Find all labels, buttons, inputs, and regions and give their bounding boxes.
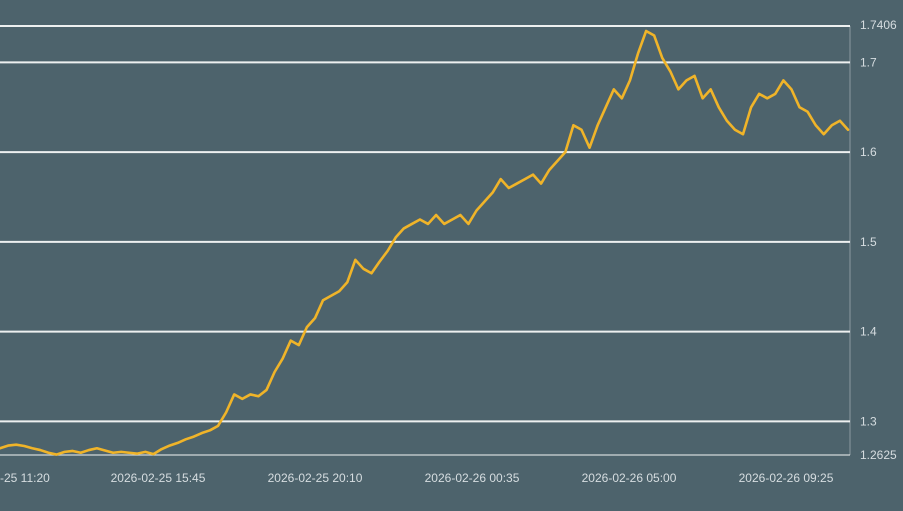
y-tick-label: 1.2625 [860, 448, 897, 462]
x-tick-label: 2026-02-26 09:25 [739, 471, 834, 485]
y-tick-label: 1.3 [860, 414, 877, 428]
x-tick-label: 2026-02-25 15:45 [111, 471, 206, 485]
x-tick-label: 2026-02-26 05:00 [582, 471, 677, 485]
y-axis-tick-labels: 1.2625 1.3 1.4 1.5 1.6 1.7 1.7406 [860, 18, 897, 462]
y-tick-label: 1.6 [860, 145, 877, 159]
grid-lines [0, 25, 851, 456]
series-line [0, 29, 850, 456]
y-tick-label: 1.4 [860, 325, 877, 339]
y-tick-label: 1.7406 [860, 18, 897, 32]
y-tick-label: 1.7 [860, 55, 877, 69]
x-tick-label: -25 11:20 [0, 471, 50, 485]
y-tick-label: 1.5 [860, 235, 877, 249]
x-tick-label: 2026-02-25 20:10 [268, 471, 363, 485]
x-axis-tick-labels: -25 11:20 2026-02-25 15:45 2026-02-25 20:1… [0, 471, 834, 485]
x-tick-label: 2026-02-26 00:35 [425, 471, 520, 485]
